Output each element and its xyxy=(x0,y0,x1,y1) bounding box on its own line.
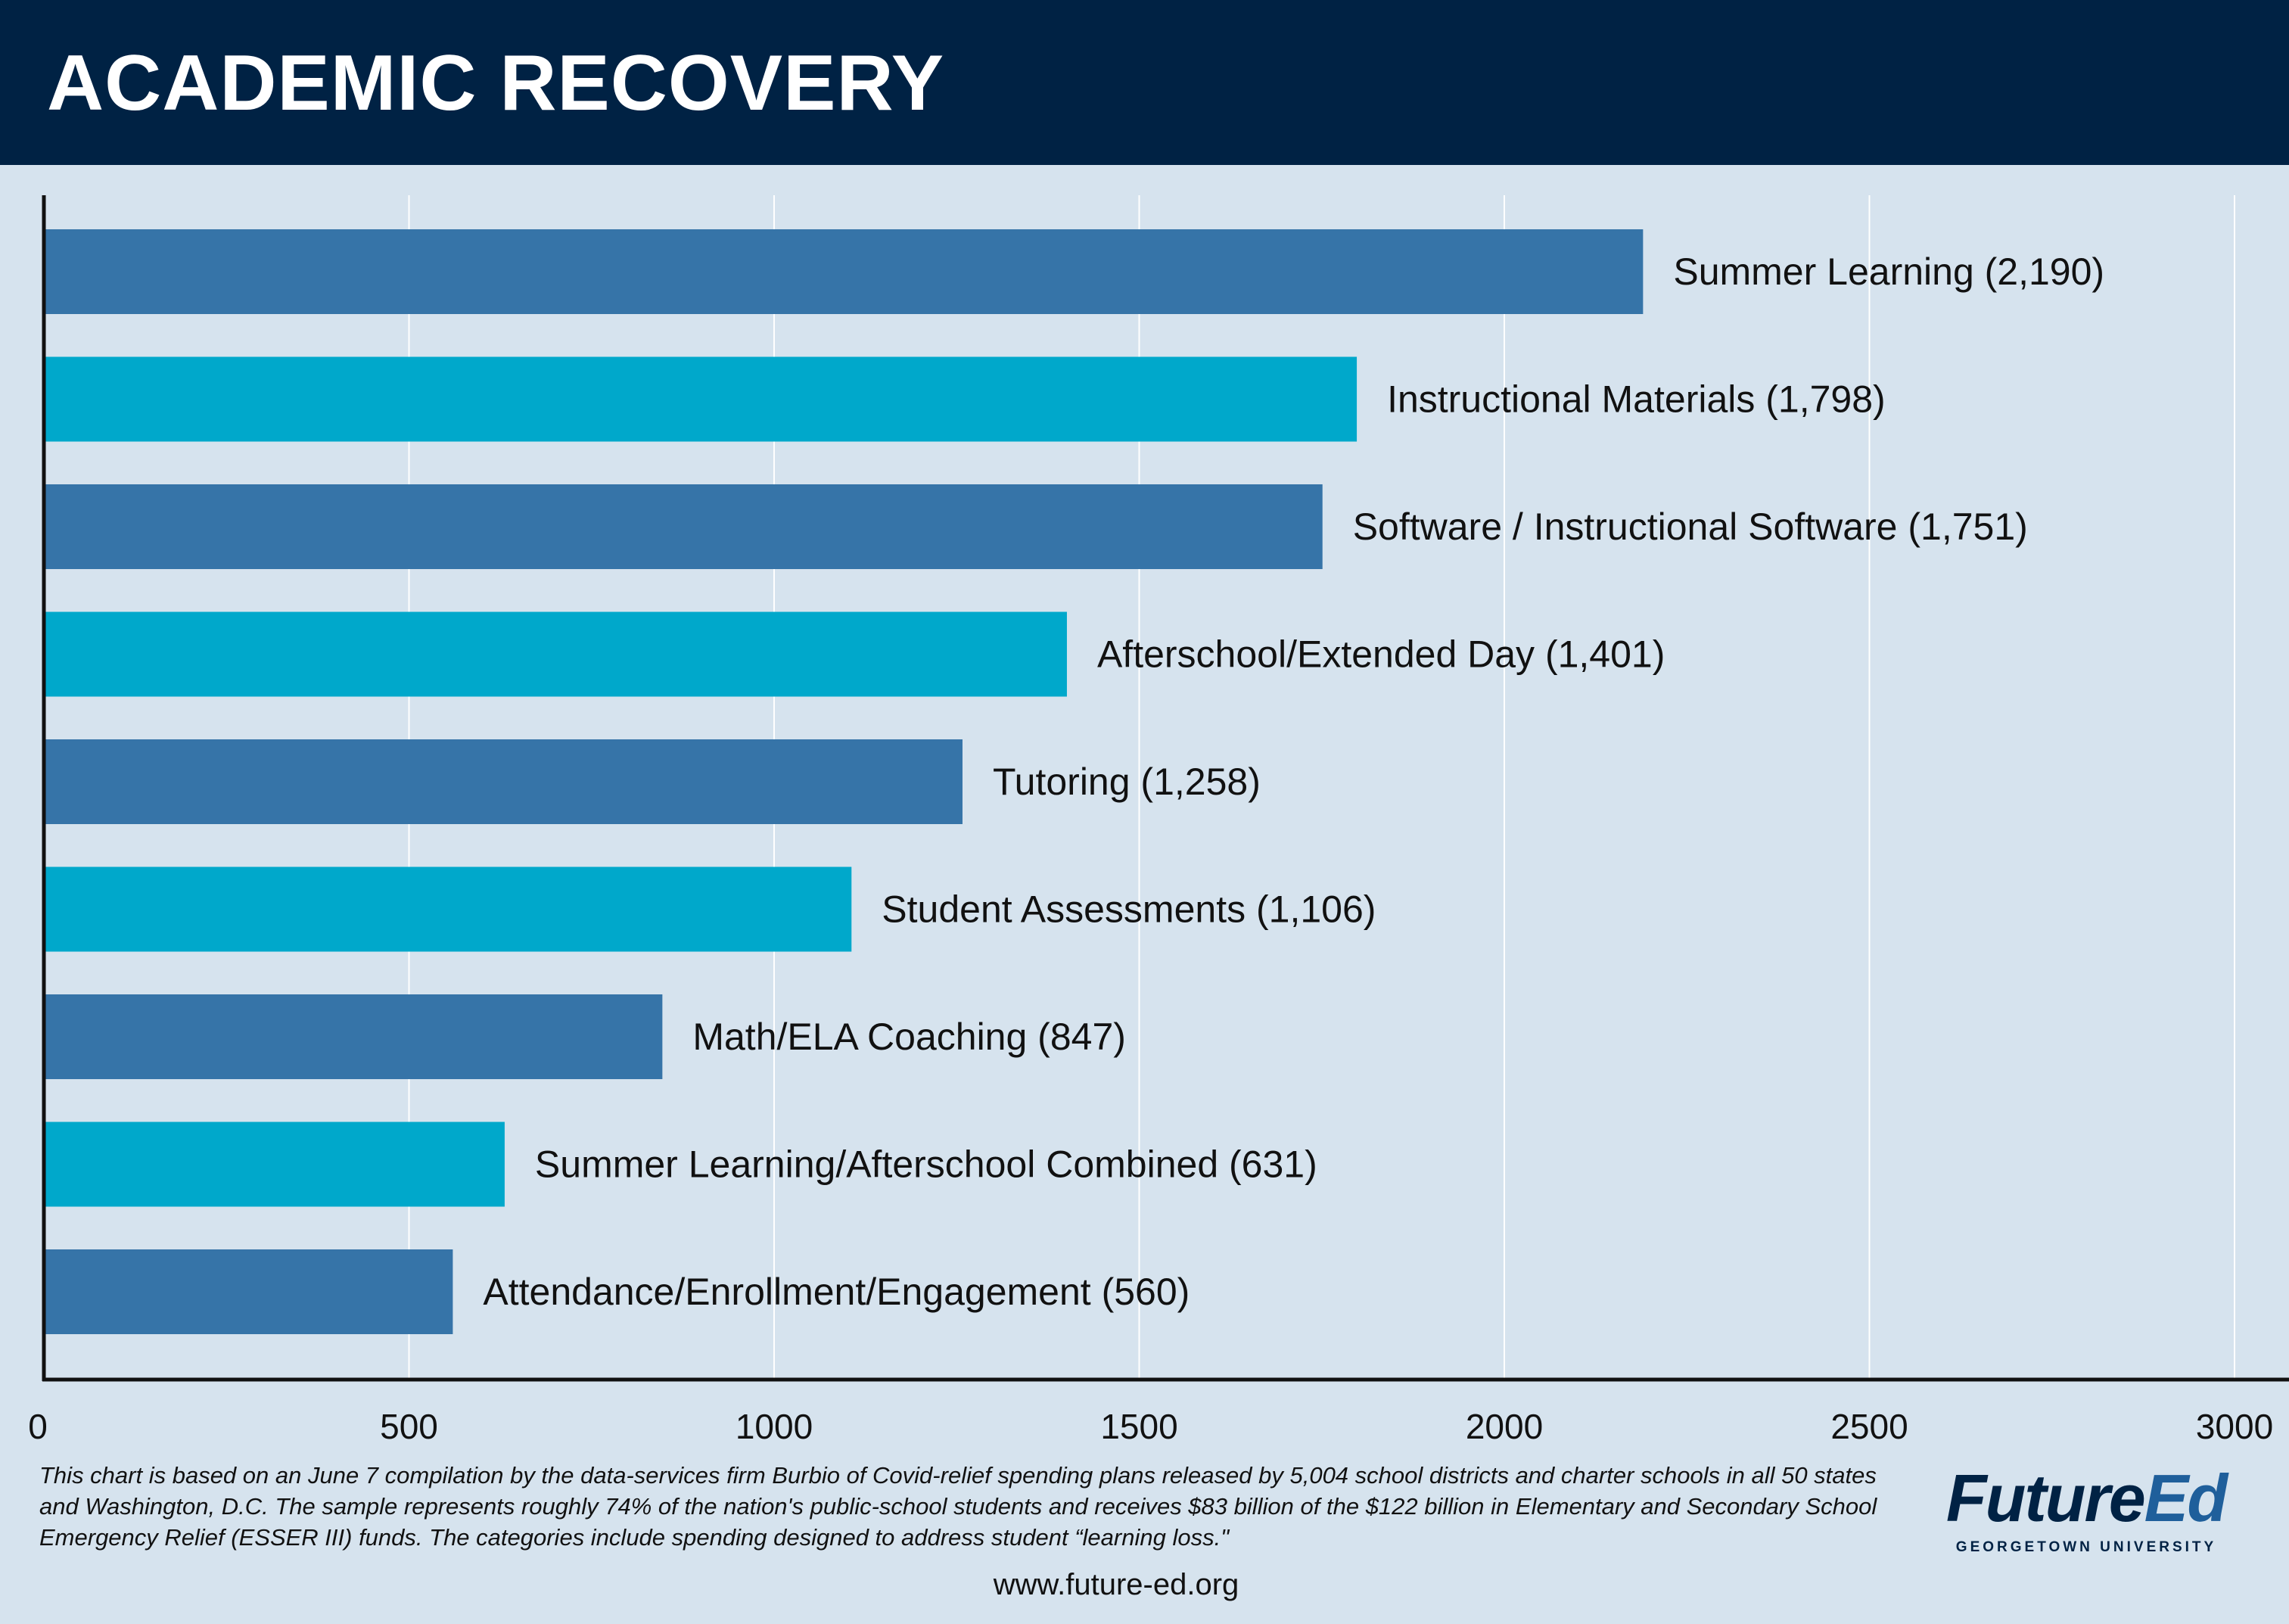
bar-label: Summer Learning (2,190) xyxy=(1673,250,2104,293)
bar xyxy=(44,1249,453,1334)
website-url: www.future-ed.org xyxy=(993,1568,1239,1601)
bar-label: Attendance/Enrollment/Engagement (560) xyxy=(483,1271,1190,1313)
bar-chart: Summer Learning (2,190) Instructional Mat… xyxy=(28,195,2289,1446)
bar xyxy=(44,1122,505,1207)
page-title: ACADEMIC RECOVERY xyxy=(47,39,945,127)
x-tick-label: 500 xyxy=(380,1407,438,1446)
x-tick-label: 1000 xyxy=(736,1407,813,1446)
bar xyxy=(44,356,1358,442)
bar xyxy=(44,229,1644,314)
x-tick-label: 3000 xyxy=(2196,1407,2273,1446)
bar-label: Instructional Materials (1,798) xyxy=(1387,378,1886,421)
logo-subtitle: GEORGETOWN UNIVERSITY xyxy=(1955,1539,2217,1555)
bar-label: Math/ELA Coaching (847) xyxy=(692,1016,1126,1058)
header-banner: ACADEMIC RECOVERY xyxy=(0,0,2289,165)
bar xyxy=(44,866,852,952)
bar xyxy=(44,484,1323,569)
bar-label: Afterschool/Extended Day (1,401) xyxy=(1097,633,1665,676)
logo-future: Future xyxy=(1945,1461,2146,1535)
x-tick-label: 2000 xyxy=(1466,1407,1543,1446)
futureed-logo: FutureEd GEORGETOWN UNIVERSITY xyxy=(1939,1465,2234,1556)
logo-wordmark: FutureEd xyxy=(1939,1465,2234,1532)
bar-label: Summer Learning/Afterschool Combined (63… xyxy=(535,1143,1317,1186)
bar xyxy=(44,994,663,1079)
bar-label: Software / Instructional Software (1,751… xyxy=(1353,506,2028,548)
x-tick-label: 1500 xyxy=(1100,1407,1177,1446)
bar xyxy=(44,739,963,824)
footnote: This chart is based on an June 7 compila… xyxy=(39,1462,1877,1551)
bar-label: Student Assessments (1,106) xyxy=(882,888,1376,931)
logo-ed: Ed xyxy=(2144,1461,2228,1535)
bar-label: Tutoring (1,258) xyxy=(993,761,1261,803)
x-tick-label: 2500 xyxy=(1830,1407,1908,1446)
bar xyxy=(44,611,1067,697)
x-tick-label: 0 xyxy=(28,1407,48,1446)
